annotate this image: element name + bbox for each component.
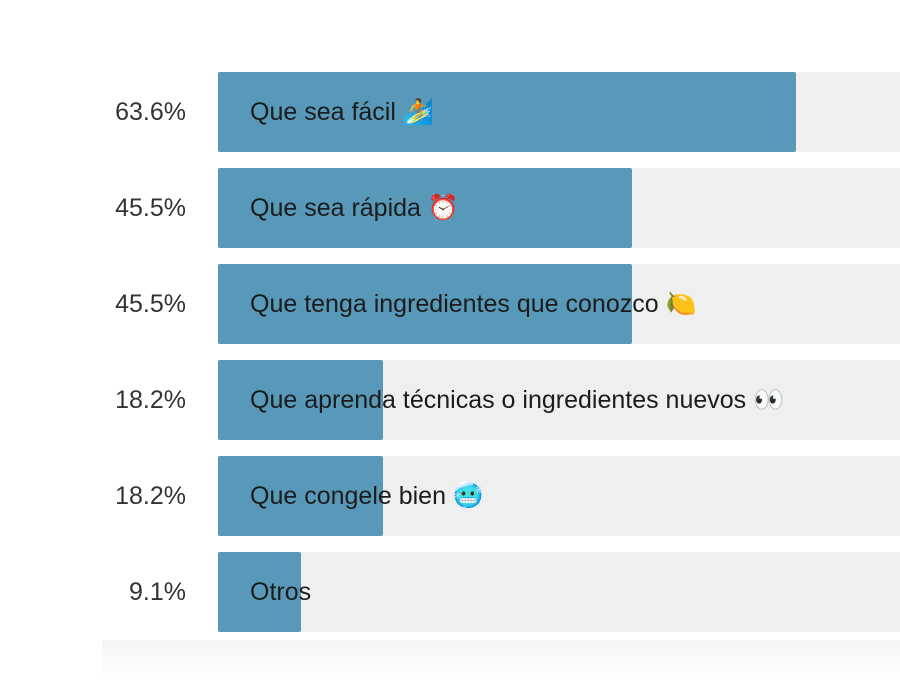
- result-row: 9.1% Otros: [0, 552, 900, 632]
- bar-fill: [218, 456, 383, 536]
- percentage-label: 18.2%: [115, 482, 186, 510]
- option-label: Que aprenda técnicas o ingredientes nuev…: [250, 386, 785, 414]
- option-label: Que sea fácil 🏄: [250, 98, 434, 126]
- bar-track: Que congele bien 🥶: [218, 456, 900, 536]
- bar-fill: [218, 552, 301, 632]
- bar-track: Que aprenda técnicas o ingredientes nuev…: [218, 360, 900, 440]
- result-row: 45.5% Que tenga ingredientes que conozco …: [0, 264, 900, 344]
- option-label: Otros: [250, 578, 312, 606]
- result-row: 18.2% Que aprenda técnicas o ingredientes…: [0, 360, 900, 440]
- percentage-label: 9.1%: [129, 578, 186, 606]
- option-label: Que tenga ingredientes que conozco 🍋: [250, 290, 697, 318]
- bar-track: Que sea rápida ⏰: [218, 168, 900, 248]
- percentage-label: 63.6%: [115, 98, 186, 126]
- bottom-fade: [102, 640, 900, 680]
- result-row: 63.6% Que sea fácil 🏄: [0, 72, 900, 152]
- percentage-label: 18.2%: [115, 386, 186, 414]
- percentage-label: 45.5%: [115, 194, 186, 222]
- bar-track: Que sea fácil 🏄: [218, 72, 900, 152]
- bar-fill: [218, 168, 632, 248]
- result-row: 18.2% Que congele bien 🥶: [0, 456, 900, 536]
- option-label: Que sea rápida ⏰: [250, 194, 460, 222]
- bar-track: Que tenga ingredientes que conozco 🍋: [218, 264, 900, 344]
- result-row: 45.5% Que sea rápida ⏰: [0, 168, 900, 248]
- bar-fill: [218, 72, 796, 152]
- option-label: Que congele bien 🥶: [250, 482, 485, 510]
- bar-fill: [218, 360, 383, 440]
- percentage-label: 45.5%: [115, 290, 186, 318]
- bar-fill: [218, 264, 632, 344]
- bar-track: Otros: [218, 552, 900, 632]
